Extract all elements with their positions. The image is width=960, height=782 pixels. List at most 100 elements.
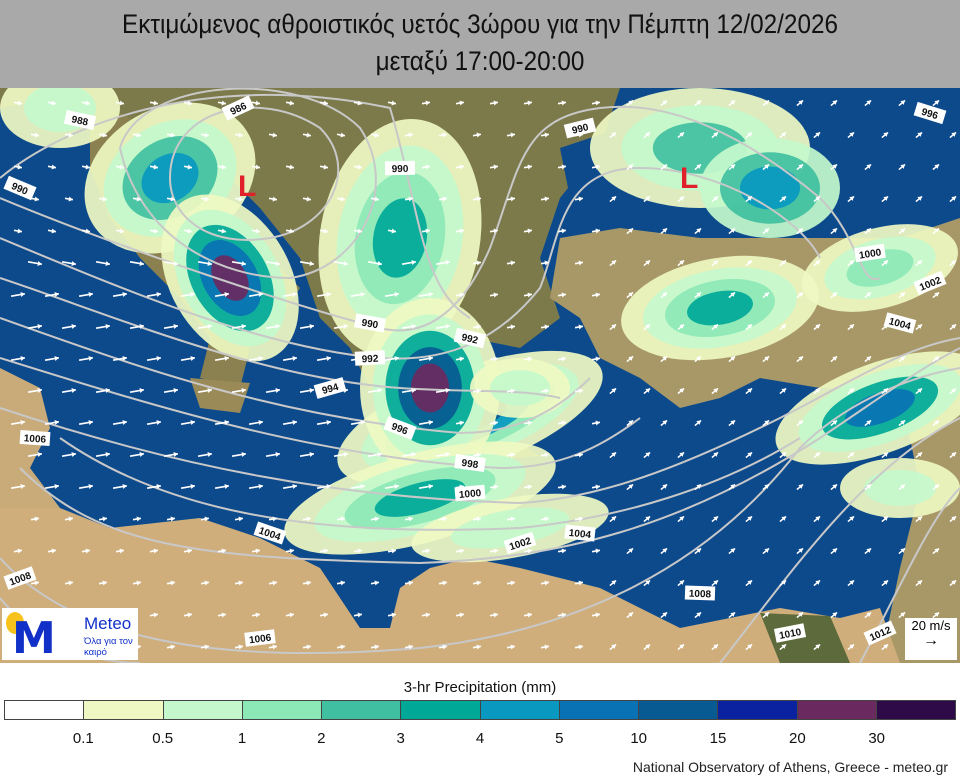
wind-arrow	[864, 611, 872, 619]
wind-arrow	[251, 612, 261, 618]
footer-credit: National Observatory of Athens, Greece -…	[632, 759, 948, 775]
wind-arrow	[418, 484, 434, 490]
wind-arrow	[387, 612, 397, 618]
wind-arrow	[81, 228, 91, 234]
wind-arrow	[677, 259, 685, 267]
wind-arrow	[61, 324, 77, 330]
svg-text:992: 992	[460, 332, 479, 347]
wind-arrow	[506, 196, 516, 202]
wind-arrow	[779, 579, 787, 587]
wind-arrow	[915, 451, 923, 459]
wind-arrow	[557, 420, 567, 426]
wind-arrow	[98, 580, 108, 586]
svg-text:1000: 1000	[858, 247, 882, 261]
wind-arrow	[711, 579, 719, 587]
wind-arrow	[779, 451, 787, 459]
wind-arrow	[95, 388, 111, 394]
wind-arrow	[523, 228, 533, 234]
wind-arrow	[506, 324, 516, 330]
wind-arrow	[418, 356, 434, 362]
wind-arrow	[404, 516, 414, 522]
wind-arrow	[333, 452, 349, 458]
wind-arrow	[214, 356, 230, 362]
wind-arrow	[251, 228, 261, 234]
wind-arrow	[146, 356, 162, 362]
wind-arrow	[881, 643, 889, 651]
wind-arrow	[200, 644, 210, 650]
wind-arrow	[384, 356, 400, 362]
wind-arrow	[557, 612, 567, 618]
wind-arrow	[387, 100, 397, 106]
wind-arrow	[81, 164, 91, 170]
wind-arrow	[898, 227, 906, 235]
wind-arrow	[61, 452, 77, 458]
wind-arrow	[694, 163, 702, 171]
wind-arrow	[401, 452, 417, 458]
wind-arrow	[949, 131, 957, 139]
wind-arrow	[574, 580, 584, 586]
wind-arrow	[949, 451, 957, 459]
wind-arrow	[898, 163, 906, 171]
svg-text:1006: 1006	[23, 433, 46, 446]
wind-arrow	[898, 99, 906, 107]
wind-arrow	[898, 419, 906, 427]
wind-arrow	[13, 164, 23, 170]
wind-arrow	[591, 548, 601, 554]
wind-arrow	[881, 515, 889, 523]
wind-arrow	[932, 419, 940, 427]
low-pressure-markers: L L	[238, 162, 698, 203]
wind-arrow	[796, 291, 804, 299]
wind-arrow	[299, 388, 315, 394]
wind-arrow	[677, 131, 685, 139]
wind-arrow	[435, 388, 451, 394]
isobar-label: 990	[384, 160, 416, 176]
wind-arrow	[234, 580, 244, 586]
wind-arrow	[370, 580, 380, 586]
wind-arrow	[762, 291, 770, 299]
wind-arrow	[370, 132, 380, 138]
wind-arrow	[660, 547, 668, 555]
wind-arrow	[285, 228, 295, 234]
colorbar	[4, 700, 956, 720]
wind-arrow	[932, 611, 940, 619]
wind-arrow	[248, 484, 264, 490]
wind-arrow	[489, 228, 499, 234]
wind-arrow	[455, 164, 465, 170]
wind-arrow	[353, 228, 363, 234]
wind-arrow	[915, 131, 923, 139]
wind-arrow	[540, 132, 550, 138]
wind-arrow	[472, 388, 482, 394]
map-canvas: 9869889909909909909929949969981000100210…	[0, 88, 960, 663]
wind-arrow	[98, 132, 108, 138]
wind-arrow	[129, 452, 145, 458]
wind-arrow	[762, 355, 770, 363]
precipitation-area	[410, 363, 450, 413]
wind-arrow	[847, 579, 855, 587]
wind-arrow	[557, 292, 567, 298]
wind-arrow	[370, 196, 380, 202]
wind-arrow	[881, 387, 889, 395]
wind-arrow	[830, 99, 838, 107]
svg-text:998: 998	[461, 458, 479, 471]
wind-arrow	[316, 356, 332, 362]
wind-arrow	[47, 100, 57, 106]
wind-arrow	[915, 515, 923, 523]
wind-arrow	[677, 515, 685, 523]
wind-arrow	[472, 260, 482, 266]
wind-arrow	[830, 547, 838, 555]
wind-arrow	[81, 548, 91, 554]
wind-arrow	[455, 420, 465, 426]
wind-arrow	[915, 259, 923, 267]
wind-arrow	[455, 612, 465, 618]
wind-arrow	[455, 100, 465, 106]
wind-arrow	[166, 580, 176, 586]
wind-arrow	[421, 228, 431, 234]
colorbar-swatch	[322, 701, 402, 719]
wind-arrow	[418, 420, 434, 426]
isobar-labels: 9869889909909909909929949969981000100210…	[3, 95, 947, 647]
wind-arrow	[115, 228, 125, 234]
wind-arrow	[404, 644, 414, 650]
wind-arrow	[847, 323, 855, 331]
svg-text:990: 990	[361, 318, 380, 332]
wind-arrow	[574, 260, 584, 266]
